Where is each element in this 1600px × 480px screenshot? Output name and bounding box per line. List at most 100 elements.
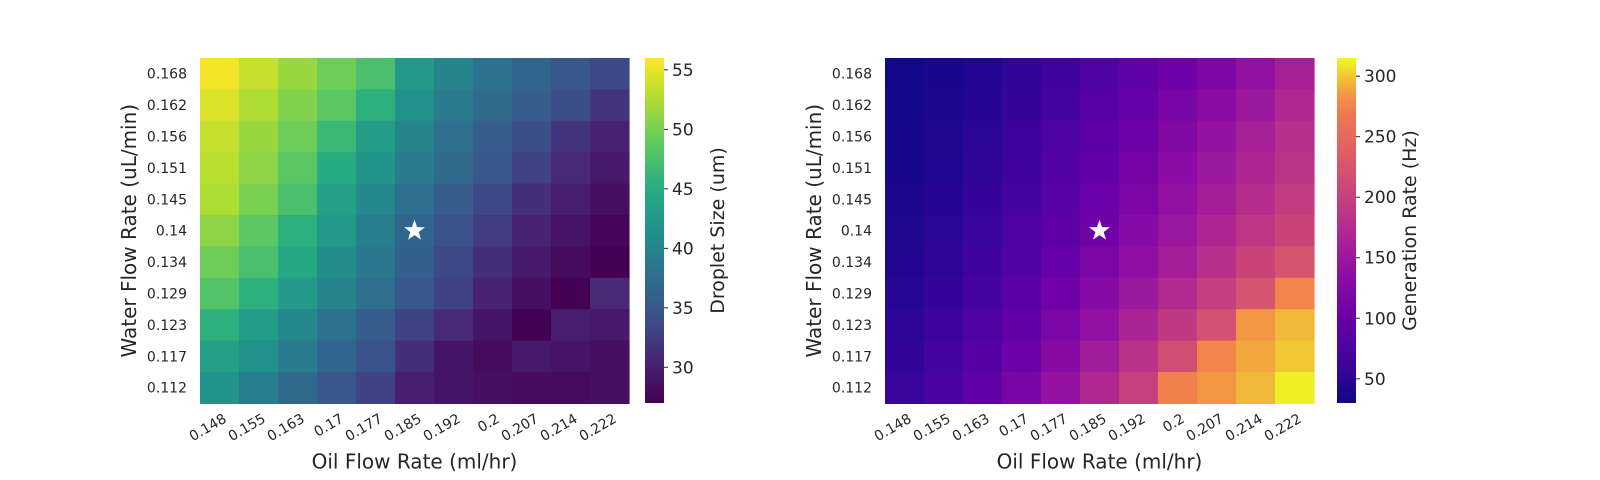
chart2-heatmap-cell: [1275, 183, 1315, 216]
chart2-heatmap-cell: [924, 340, 964, 373]
chart2-heatmap-cell: [963, 340, 1003, 373]
chart2-heatmap-cell: [1158, 246, 1198, 279]
chart2-heatmap-cell: [1002, 309, 1042, 342]
chart1-x-tick-label: 0.163: [265, 411, 308, 445]
chart1-heatmap-cell: [278, 215, 318, 247]
chart2-heatmap-cell: [1041, 58, 1081, 90]
chart2-y-tick-label: 0.112: [832, 381, 872, 397]
chart1-y-tick-label: 0.129: [147, 287, 187, 303]
chart2-y-tick-label: 0.151: [832, 161, 872, 177]
chart2-x-tick-label: 0.177: [1028, 411, 1071, 445]
chart2-heatmap-cell: [1197, 152, 1237, 185]
chart1-heatmap-cell: [434, 372, 474, 404]
chart1-heatmap-cell: [434, 246, 474, 279]
chart2-colorbar-tick-label: 200: [1364, 188, 1396, 208]
chart1-heatmap-cell: [356, 372, 396, 404]
chart2-heatmap-cell: [1158, 372, 1198, 404]
chart2-x-tick-label: 0.163: [950, 411, 993, 445]
chart2-heatmap-cell: [1002, 120, 1042, 153]
chart1-heatmap-cell: [590, 58, 630, 90]
chart1-heatmap-cell: [200, 309, 240, 342]
chart1-heatmap-cell: [473, 309, 513, 342]
chart1-heatmap-cell: [317, 89, 357, 122]
chart1-heatmap-cell: [434, 183, 474, 216]
chart2-heatmap-cell: [1002, 277, 1042, 310]
chart2-y-tick-label: 0.14: [841, 224, 872, 240]
chart1-x-tick-label: 0.155: [226, 411, 269, 445]
chart1-heatmap-cell: [551, 152, 591, 185]
chart1-heatmap-cell: [239, 309, 279, 342]
chart1-heatmap-cell: [200, 372, 240, 404]
chart1-heatmap-cell: [434, 58, 474, 90]
chart2-x-tick-label: 0.155: [911, 411, 954, 445]
chart2-heatmap-cell: [924, 277, 964, 310]
chart2-heatmap-cell: [1041, 183, 1081, 216]
chart1-heatmap-cell: [590, 183, 630, 216]
chart2-heatmap-cell: [1275, 246, 1315, 279]
chart1-heatmap-cell: [317, 309, 357, 342]
chart2-heatmap-cell: [1041, 152, 1081, 185]
chart1-colorbar-tick-label: 45: [672, 180, 694, 200]
chart1-heatmap-cell: [356, 58, 396, 90]
chart1-heatmap-cell: [356, 183, 396, 216]
chart1-y-tick-label: 0.123: [147, 318, 187, 334]
chart2-heatmap-cell: [924, 58, 964, 90]
chart1-x-tick-label: 0.214: [538, 411, 581, 445]
chart2-y-axis-label: Water Flow Rate (uL/min): [802, 104, 826, 358]
chart1-y-tick-label: 0.14: [156, 224, 187, 240]
chart1-heatmap-cell: [434, 309, 474, 342]
chart2-heatmap-cell: [1236, 340, 1276, 373]
chart2-heatmap-cell: [1119, 58, 1159, 90]
chart1-heatmap-cell: [512, 215, 552, 247]
chart2-heatmap-cell: [885, 89, 925, 122]
chart1-heatmap-cell: [356, 246, 396, 279]
chart1-heatmap-cell: [512, 89, 552, 122]
chart2-heatmap-cell: [1119, 372, 1159, 404]
chart1-heatmap-cell: [395, 309, 435, 342]
chart1-heatmap-cell: [512, 277, 552, 310]
chart2-heatmap-cell: [1041, 120, 1081, 153]
chart2-y-tick-label: 0.156: [832, 130, 872, 146]
chart2-heatmap-cell: [1236, 277, 1276, 310]
chart2-heatmap-cell: [1080, 340, 1120, 373]
chart2-heatmap-cell: [1041, 89, 1081, 122]
chart2-heatmap-cell: [963, 183, 1003, 216]
chart2-heatmap-cell: [963, 309, 1003, 342]
chart2-heatmap-cell: [1080, 58, 1120, 90]
chart1-heatmap-cell: [200, 340, 240, 373]
chart2-heatmap-cell: [1158, 215, 1198, 247]
chart1-heatmap-cell: [590, 215, 630, 247]
chart2-heatmap-cell: [924, 120, 964, 153]
chart1-x-tick-label: 0.222: [577, 411, 620, 445]
chart1-heatmap-cell: [278, 372, 318, 404]
chart1-heatmap-cell: [317, 120, 357, 153]
chart2-heatmap-cell: [1080, 246, 1120, 279]
chart1-colorbar: [645, 58, 664, 403]
chart1-heatmap-cell: [395, 246, 435, 279]
chart1-heatmap-cell: [317, 183, 357, 216]
chart2-heatmap-cell: [1080, 152, 1120, 185]
chart1-heatmap-cell: [395, 58, 435, 90]
chart2-heatmap-cell: [924, 183, 964, 216]
chart1-heatmap-cell: [473, 120, 513, 153]
chart1-heatmap-cell: [395, 183, 435, 216]
chart2-heatmap-cell: [885, 183, 925, 216]
chart2-heatmap-cell: [1275, 277, 1315, 310]
chart2-heatmap-cell: [924, 246, 964, 279]
chart2-heatmap-cell: [1158, 152, 1198, 185]
chart1-x-tick-label: 0.17: [312, 411, 347, 440]
chart2-heatmap-cell: [1041, 215, 1081, 247]
chart2-heatmap-cell: [963, 215, 1003, 247]
chart1-heatmap-cell: [356, 215, 396, 247]
chart2-heatmap-cell: [1119, 277, 1159, 310]
chart2-heatmap-cell: [963, 89, 1003, 122]
chart1-heatmap-cell: [317, 152, 357, 185]
chart1-heatmap-cell: [590, 152, 630, 185]
chart1-heatmap-cell: [356, 277, 396, 310]
chart1-heatmap-cell: [278, 152, 318, 185]
chart2-heatmap-cell: [1002, 340, 1042, 373]
chart1-x-tick-label: 0.207: [499, 411, 542, 445]
chart2-x-tick-label: 0.185: [1067, 411, 1110, 445]
chart2-colorbar-tick-label: 250: [1364, 128, 1396, 148]
chart2-heatmap-cell: [1041, 372, 1081, 404]
